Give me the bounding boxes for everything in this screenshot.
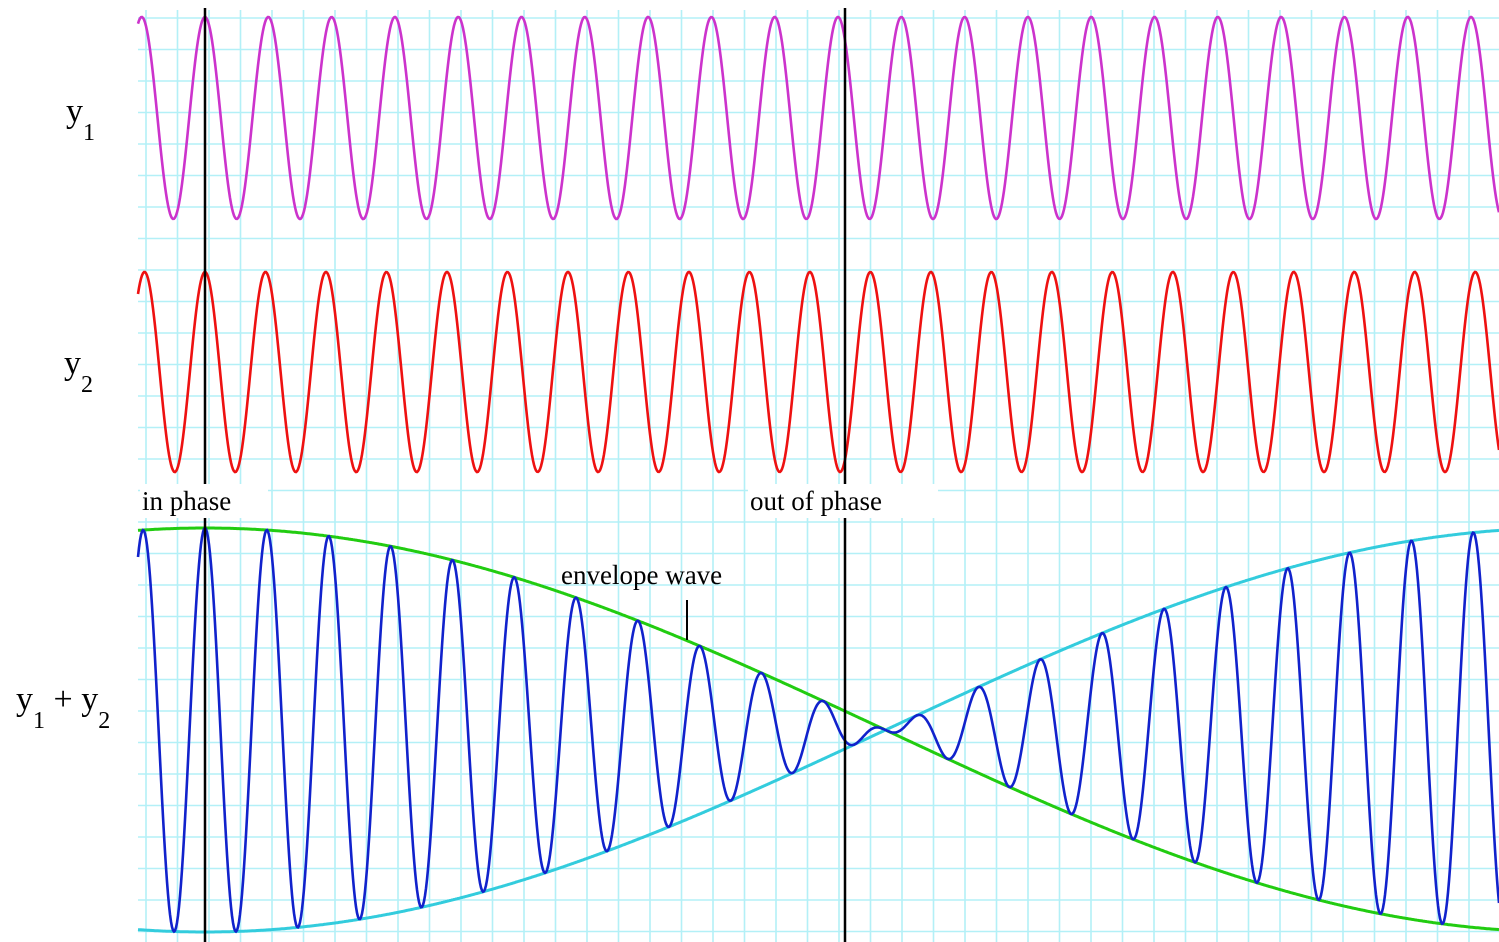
label-y2: y2: [64, 345, 93, 398]
wave-y1: [136, 15, 1499, 221]
label-y1: y1: [66, 93, 95, 146]
envelope-upper: [137, 526, 1499, 932]
label-in-phase: in phase: [142, 486, 231, 516]
label-out-of-phase: out of phase: [750, 486, 882, 516]
wave-y2: [136, 270, 1499, 474]
envelope-lower: [137, 528, 1499, 934]
label-y1-plus-y2: y1 + y2: [16, 681, 110, 734]
label-envelope-wave: envelope wave: [561, 560, 722, 590]
wave-sum: [136, 526, 1499, 934]
